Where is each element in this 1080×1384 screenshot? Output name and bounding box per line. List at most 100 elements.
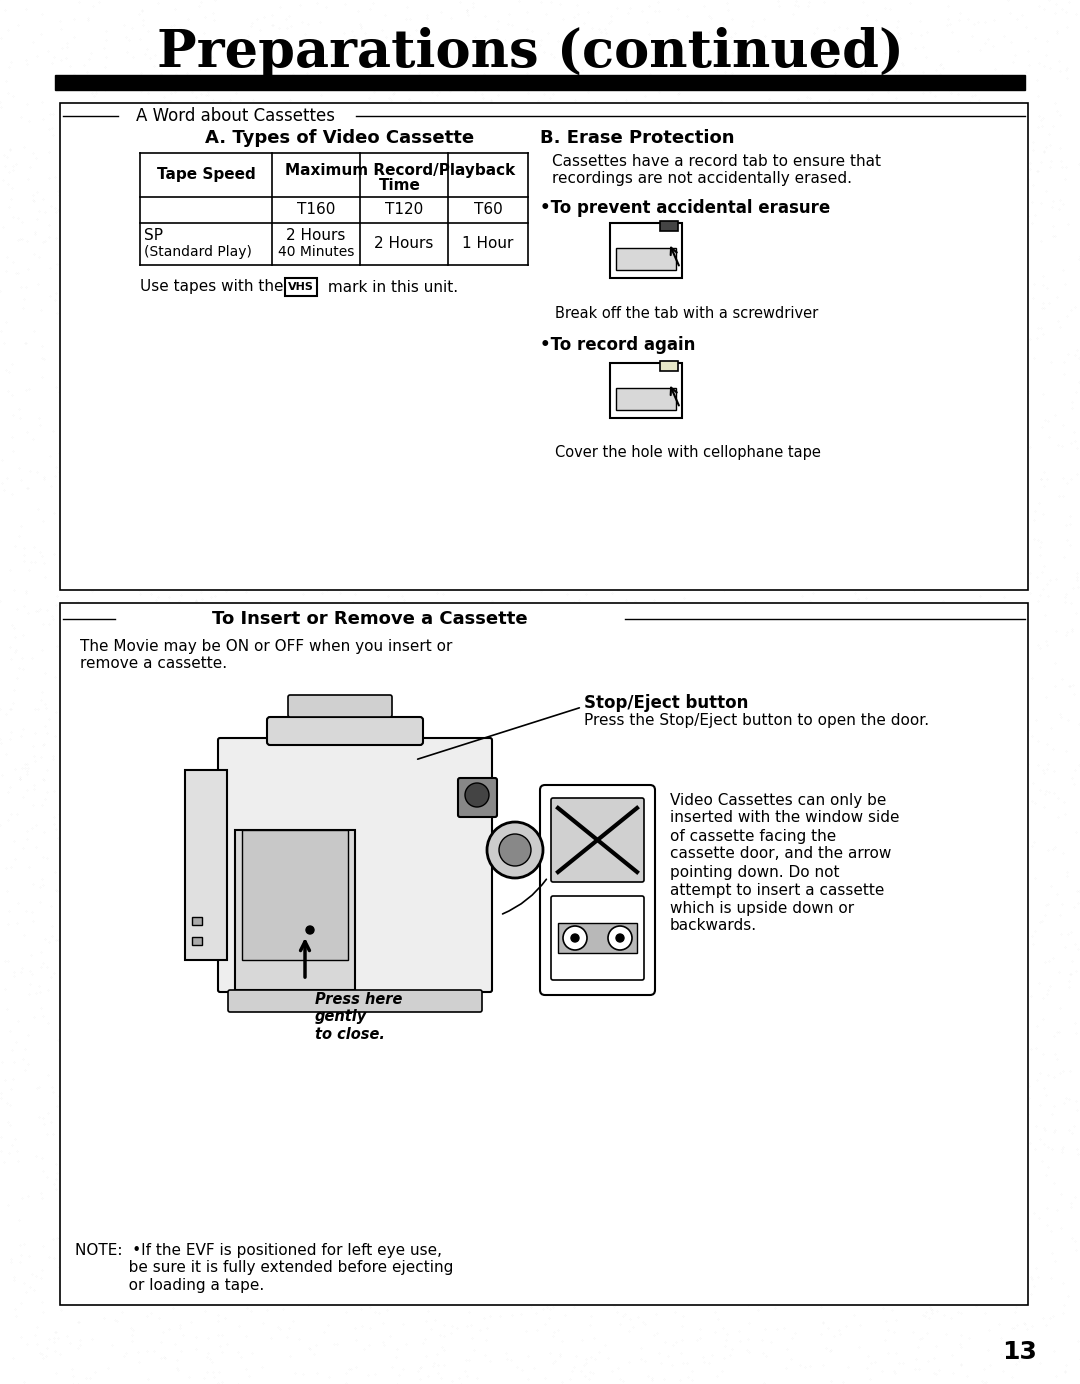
Point bbox=[666, 927, 684, 949]
Bar bbox=[192, 918, 202, 925]
Point bbox=[293, 1024, 310, 1046]
Point bbox=[60, 1226, 78, 1248]
Point bbox=[603, 6, 620, 28]
Point bbox=[562, 165, 579, 187]
Point bbox=[467, 1230, 484, 1253]
Point bbox=[1024, 212, 1041, 234]
Point bbox=[924, 1138, 942, 1160]
Point bbox=[561, 208, 578, 230]
Point bbox=[644, 680, 661, 702]
Point bbox=[478, 1316, 496, 1338]
Point bbox=[723, 1111, 740, 1133]
Point bbox=[877, 43, 894, 65]
Point bbox=[306, 477, 323, 500]
Point bbox=[876, 857, 893, 879]
Point bbox=[894, 1163, 912, 1185]
Point bbox=[448, 530, 465, 552]
Point bbox=[699, 1050, 716, 1073]
Point bbox=[375, 133, 392, 155]
Point bbox=[184, 408, 201, 430]
Point bbox=[902, 775, 919, 797]
Point bbox=[768, 554, 785, 576]
Point bbox=[653, 853, 671, 875]
Point bbox=[808, 1154, 825, 1176]
Point bbox=[948, 1272, 966, 1294]
Point bbox=[901, 316, 918, 338]
Point bbox=[673, 650, 690, 673]
Point bbox=[137, 1073, 154, 1095]
Point bbox=[180, 127, 198, 149]
Point bbox=[347, 374, 364, 396]
Point bbox=[818, 216, 835, 238]
Point bbox=[516, 1272, 534, 1294]
Point bbox=[748, 770, 766, 792]
Point bbox=[975, 869, 993, 891]
Point bbox=[816, 227, 834, 249]
Point bbox=[167, 62, 185, 84]
Point bbox=[40, 141, 57, 163]
Point bbox=[970, 664, 987, 686]
Point bbox=[121, 775, 138, 797]
Point bbox=[780, 1175, 797, 1197]
Point bbox=[295, 1132, 312, 1154]
Point bbox=[50, 199, 67, 221]
Point bbox=[394, 895, 411, 918]
Point bbox=[998, 693, 1015, 716]
Point bbox=[586, 275, 604, 298]
Point bbox=[692, 66, 710, 89]
Point bbox=[822, 1340, 839, 1362]
Point bbox=[429, 632, 446, 655]
Point bbox=[881, 304, 899, 327]
Point bbox=[227, 995, 244, 1017]
Point bbox=[539, 22, 556, 44]
Point bbox=[355, 570, 373, 592]
Point bbox=[483, 1132, 500, 1154]
Point bbox=[165, 44, 183, 66]
Point bbox=[881, 0, 899, 21]
Point bbox=[633, 764, 650, 786]
Point bbox=[1037, 781, 1054, 803]
Point bbox=[434, 882, 451, 904]
Point bbox=[279, 628, 296, 650]
Point bbox=[997, 812, 1014, 835]
Point bbox=[825, 574, 842, 597]
Point bbox=[229, 251, 246, 273]
Point bbox=[268, 447, 285, 469]
Point bbox=[616, 558, 633, 580]
Point bbox=[943, 1098, 960, 1120]
Point bbox=[696, 1034, 713, 1056]
Point bbox=[198, 84, 215, 107]
Point bbox=[237, 934, 254, 956]
Point bbox=[635, 1017, 652, 1039]
Point bbox=[974, 601, 991, 623]
Point bbox=[820, 1052, 837, 1074]
Point bbox=[264, 945, 281, 967]
Point bbox=[598, 931, 616, 954]
Point bbox=[1067, 1239, 1080, 1261]
Point bbox=[876, 714, 893, 736]
Point bbox=[680, 363, 698, 385]
Point bbox=[750, 822, 767, 844]
Point bbox=[137, 43, 154, 65]
Point bbox=[571, 253, 589, 275]
Point bbox=[380, 1271, 397, 1293]
Point bbox=[96, 1289, 113, 1311]
Point bbox=[174, 576, 191, 598]
Point bbox=[714, 321, 731, 343]
Point bbox=[217, 241, 234, 263]
Point bbox=[669, 728, 686, 750]
Point bbox=[408, 316, 426, 338]
Point bbox=[451, 227, 469, 249]
Point bbox=[164, 1297, 181, 1319]
Point bbox=[116, 655, 133, 677]
Point bbox=[62, 55, 79, 78]
Point bbox=[505, 952, 523, 974]
Point bbox=[525, 185, 542, 208]
Point bbox=[626, 757, 644, 779]
Point bbox=[600, 32, 618, 54]
Point bbox=[1055, 259, 1072, 281]
Point bbox=[258, 115, 275, 137]
Point bbox=[1028, 69, 1045, 91]
Point bbox=[145, 495, 162, 518]
Point bbox=[590, 1199, 607, 1221]
